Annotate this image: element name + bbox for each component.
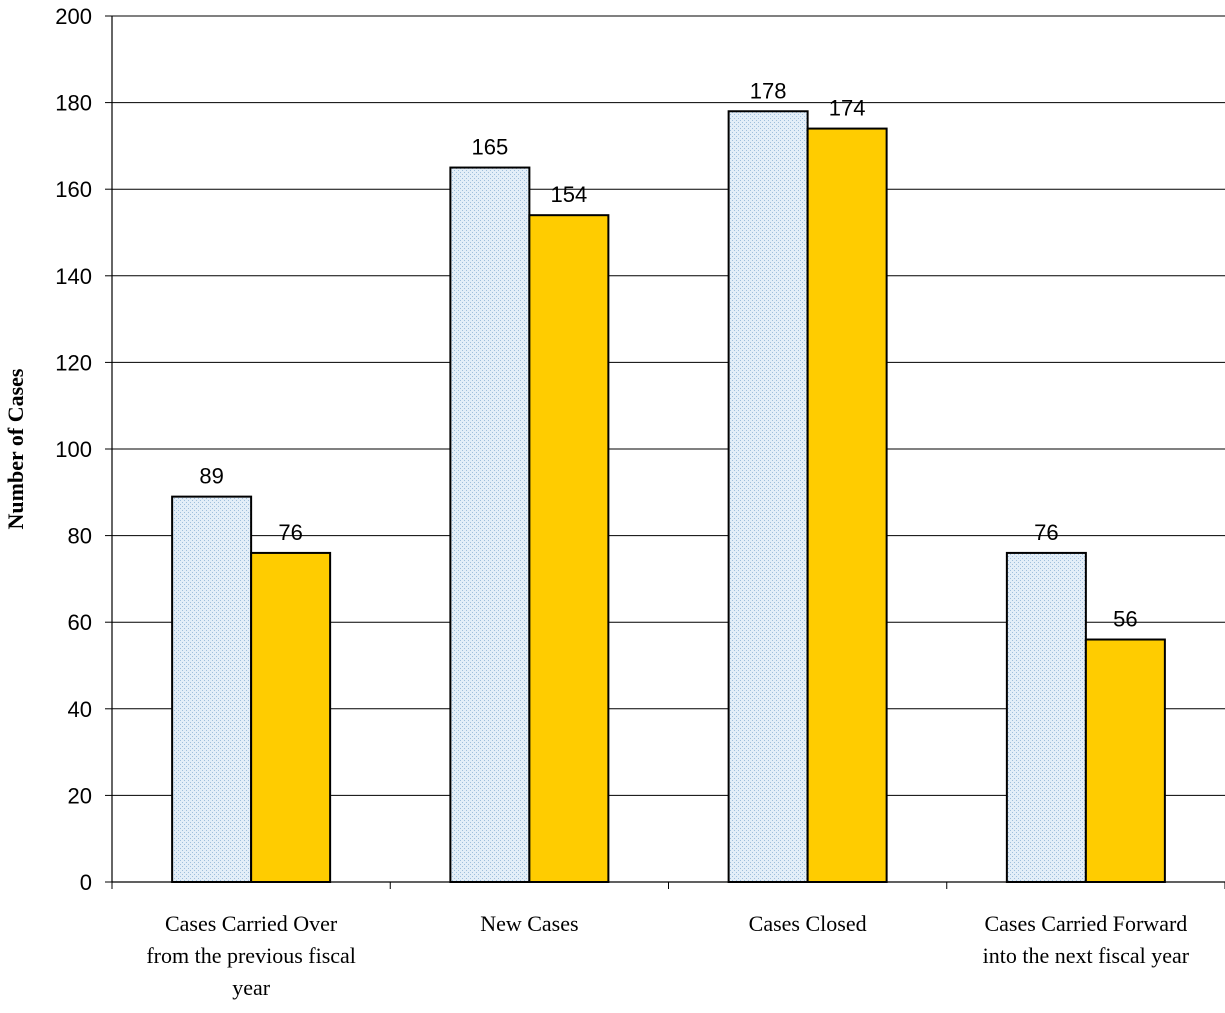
y-tick-label: 180 — [55, 91, 92, 116]
bar — [727, 110, 809, 883]
labels: 0 20 40 60 80 100 120 140 160 180 200 89 76 Cases Car… — [55, 4, 1190, 1000]
x-category-label: year — [232, 975, 271, 1000]
x-category-label: from the previous fiscal — [146, 943, 356, 968]
y-tick-label: 20 — [68, 783, 92, 808]
data-label: 154 — [551, 182, 588, 207]
bar — [806, 127, 888, 883]
y-tick-label: 160 — [55, 177, 92, 202]
x-category-label: Cases Closed — [749, 911, 867, 936]
data-label: 165 — [472, 135, 509, 160]
y-axis-title: Number of Cases — [3, 368, 28, 529]
x-category-label: New Cases — [480, 911, 578, 936]
y-tick-label: 60 — [68, 610, 92, 635]
bar — [171, 495, 253, 883]
bar — [1005, 551, 1087, 883]
axes — [105, 15, 1225, 889]
y-tick-label: 40 — [68, 697, 92, 722]
x-category-label: into the next fiscal year — [983, 943, 1190, 968]
bar — [1084, 638, 1166, 884]
y-tick-label: 0 — [80, 870, 92, 895]
bar — [528, 214, 610, 883]
bars — [171, 110, 1166, 884]
bar — [250, 551, 332, 883]
bar — [449, 166, 531, 884]
data-label: 89 — [199, 464, 223, 489]
y-tick-label: 80 — [68, 524, 92, 549]
data-label: 76 — [1034, 520, 1058, 545]
y-tick-label: 120 — [55, 350, 92, 375]
y-tick-label: 140 — [55, 264, 92, 289]
data-label: 76 — [278, 520, 302, 545]
data-label: 178 — [750, 78, 787, 103]
x-category-label: Cases Carried Forward — [984, 911, 1187, 936]
y-tick-label: 200 — [55, 4, 92, 29]
x-category-label: Cases Carried Over — [165, 911, 338, 936]
y-tick-label: 100 — [55, 437, 92, 462]
data-label: 174 — [829, 96, 866, 121]
data-label: 56 — [1113, 607, 1137, 632]
